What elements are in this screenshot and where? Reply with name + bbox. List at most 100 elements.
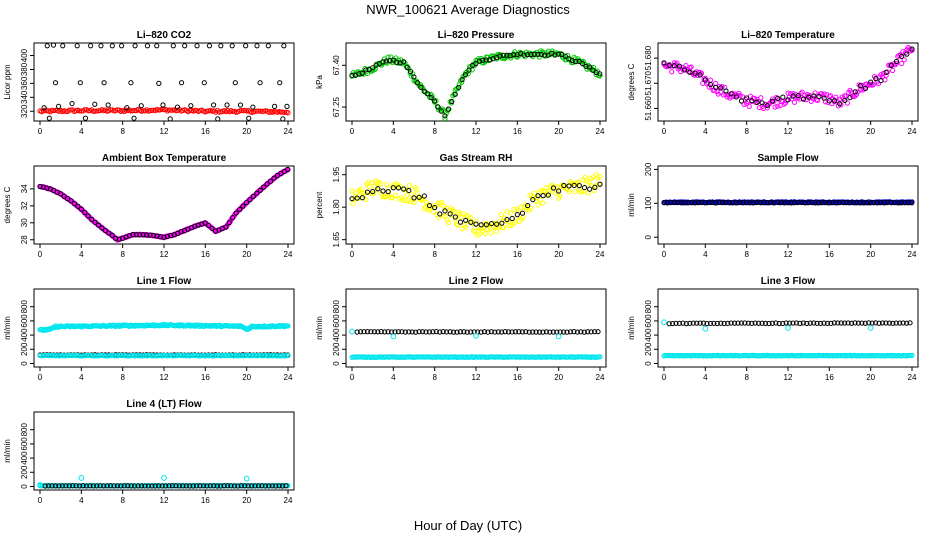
data-point: [80, 483, 86, 489]
data-point: [702, 325, 709, 332]
data-point: [56, 103, 62, 109]
data-point: [87, 483, 93, 489]
data-point: [170, 43, 176, 49]
data-point: [390, 185, 396, 191]
data-point: [375, 329, 381, 335]
data-point: [539, 200, 546, 206]
data-point: [735, 320, 741, 326]
data-point: [111, 483, 117, 489]
data-point: [899, 60, 905, 67]
data-point: [199, 352, 205, 359]
data-point: [142, 483, 148, 489]
data-point: [758, 95, 764, 101]
data-point: [852, 320, 858, 326]
data-point: [68, 198, 74, 204]
data-point: [405, 198, 411, 204]
series-average: [41, 42, 290, 122]
data-point: [857, 200, 863, 206]
data-point: [831, 320, 837, 326]
data-point: [385, 329, 391, 335]
data-point: [44, 185, 50, 191]
data-point: [766, 101, 772, 108]
data-point: [401, 59, 407, 65]
data-point: [202, 220, 208, 226]
data-point: [399, 197, 406, 203]
data-point: [721, 320, 727, 327]
data-point: [37, 183, 43, 190]
data-point: [426, 202, 433, 209]
y-tick-label: 800: [332, 300, 341, 314]
data-point: [733, 94, 739, 100]
data-point: [71, 201, 78, 207]
data-point: [443, 110, 449, 116]
series-outliers: [37, 475, 250, 488]
x-tick-label: 16: [513, 373, 522, 382]
data-point: [78, 475, 85, 481]
data-point: [533, 329, 539, 335]
data-point: [95, 222, 102, 228]
data-point: [190, 483, 196, 489]
y-axis-label: kPa: [315, 75, 324, 89]
data-point: [194, 43, 200, 49]
data-point: [492, 329, 498, 335]
data-point: [383, 181, 390, 187]
x-tick-label: 12: [472, 373, 481, 382]
data-point: [687, 69, 693, 75]
data-point: [82, 209, 88, 216]
x-tick-label: 12: [472, 127, 481, 136]
data-point: [769, 98, 776, 104]
chart-panel: Sample Flow 0 4 8 12 16 20 24 0 100 200 ml/min: [627, 153, 919, 259]
data-point: [821, 320, 827, 326]
data-point: [221, 352, 227, 359]
data-point: [795, 92, 801, 99]
data-point: [150, 232, 157, 239]
data-point: [193, 483, 200, 489]
data-point: [354, 329, 360, 335]
data-point: [60, 43, 66, 49]
chart-title: Line 4 (LT) Flow: [126, 399, 202, 410]
x-tick-label: 4: [703, 373, 708, 382]
data-point: [867, 325, 874, 331]
data-point: [704, 320, 710, 327]
data-point: [152, 353, 158, 359]
data-point: [876, 320, 882, 326]
data-point: [440, 329, 446, 335]
data-point: [528, 51, 534, 58]
x-tick-label: 4: [391, 250, 396, 259]
x-tick-label: 20: [866, 250, 875, 259]
data-point: [218, 483, 224, 489]
x-tick-label: 4: [79, 496, 84, 505]
data-point: [869, 320, 875, 326]
data-point: [83, 483, 90, 489]
series-individual: [37, 321, 291, 333]
data-point: [473, 332, 479, 339]
data-point: [392, 329, 398, 335]
data-point: [414, 190, 421, 196]
data-point: [42, 483, 48, 489]
figure-title: NWR_100621 Average Diagnostics: [366, 2, 570, 17]
data-point: [109, 43, 115, 49]
x-tick-label: 24: [908, 127, 917, 136]
data-point: [771, 200, 777, 206]
data-point: [388, 329, 395, 335]
data-point: [174, 104, 181, 110]
data-point: [471, 228, 477, 234]
data-point: [586, 64, 593, 70]
data-point: [354, 195, 360, 201]
data-point: [899, 53, 905, 60]
data-point: [384, 192, 391, 198]
data-point: [583, 63, 589, 70]
data-point: [564, 329, 570, 335]
data-point: [77, 80, 83, 86]
x-tick-label: 12: [160, 373, 169, 382]
data-point: [473, 221, 479, 227]
data-point: [837, 101, 843, 107]
chart-title: Sample Flow: [757, 153, 818, 164]
x-tick-label: 12: [784, 250, 793, 259]
data-point: [207, 483, 213, 489]
data-point: [838, 102, 844, 108]
data-point: [903, 320, 910, 326]
data-point: [811, 320, 817, 326]
data-point: [511, 206, 517, 213]
